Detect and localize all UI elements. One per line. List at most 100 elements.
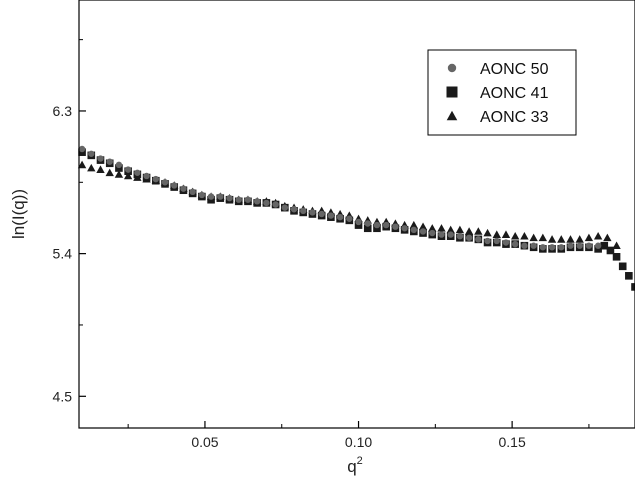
data-point — [124, 166, 132, 173]
data-point — [134, 169, 141, 176]
data-point — [392, 223, 399, 230]
data-point — [603, 233, 612, 242]
data-point — [336, 213, 344, 221]
data-point — [355, 218, 362, 226]
data-point — [281, 204, 289, 211]
data-point — [593, 232, 603, 240]
data-point — [401, 225, 408, 232]
data-point — [511, 240, 519, 248]
legend-marker-circle — [447, 63, 457, 73]
data-point — [77, 160, 87, 169]
data-point — [114, 170, 124, 178]
series-triangle-points — [77, 160, 621, 250]
data-point — [474, 227, 483, 235]
data-point — [456, 232, 464, 240]
data-point — [428, 224, 437, 232]
data-point — [217, 193, 224, 200]
data-point — [87, 163, 96, 172]
data-point — [529, 233, 538, 242]
data-point — [180, 185, 187, 192]
data-point — [309, 209, 316, 216]
data-point — [244, 196, 252, 203]
data-point — [566, 235, 575, 243]
data-point — [455, 225, 465, 234]
data-point — [447, 231, 454, 238]
y-axis-title: ln(I(q)) — [9, 189, 28, 239]
data-point — [419, 228, 427, 235]
data-point — [429, 229, 436, 237]
legend-label: AONC 50 — [480, 61, 549, 78]
data-point — [364, 220, 371, 227]
y-tick-label: 4.5 — [53, 388, 73, 404]
data-point — [97, 155, 104, 162]
data-point — [585, 242, 593, 249]
data-point — [501, 230, 511, 238]
data-point — [253, 198, 261, 205]
data-point — [502, 239, 510, 246]
legend-marker-square — [446, 86, 458, 98]
data-point — [530, 242, 537, 249]
data-point — [171, 182, 178, 189]
data-point — [198, 191, 206, 199]
data-point — [625, 272, 633, 280]
data-point — [618, 262, 627, 271]
data-point — [584, 233, 594, 242]
data-point — [575, 235, 584, 243]
data-point — [493, 237, 500, 245]
data-point — [612, 241, 621, 250]
data-point — [106, 158, 113, 165]
data-point — [373, 221, 381, 229]
data-point — [207, 193, 215, 200]
data-point — [88, 150, 95, 157]
legend: AONC 50 AONC 41 AONC 33 — [427, 49, 577, 136]
data-point — [437, 224, 446, 232]
data-point — [446, 225, 455, 234]
x-axis-title-superscript: 2 — [357, 455, 363, 467]
data-point — [318, 210, 325, 218]
data-point — [96, 165, 105, 173]
data-point — [465, 234, 473, 241]
data-point — [576, 242, 583, 249]
data-point — [235, 196, 242, 203]
data-point — [464, 227, 474, 235]
data-point — [484, 237, 491, 245]
data-point — [567, 242, 574, 249]
data-point — [557, 235, 566, 243]
data-point — [300, 207, 307, 215]
data-point — [521, 242, 528, 249]
data-point — [483, 228, 492, 237]
data-point — [538, 233, 548, 242]
x-axis-ticks: 0.05 0.10 0.15 — [127, 421, 590, 450]
data-point — [547, 235, 557, 243]
series-circle-points — [78, 145, 602, 251]
data-point — [123, 171, 133, 180]
data-point — [382, 221, 390, 229]
data-point — [272, 201, 279, 208]
plot-frame — [78, 0, 635, 429]
legend-label: AONC 33 — [480, 109, 549, 126]
data-point — [631, 283, 635, 291]
data-point — [290, 206, 298, 213]
data-point — [558, 244, 565, 251]
data-point — [418, 222, 428, 231]
data-point — [105, 168, 114, 177]
data-point — [600, 241, 609, 250]
data-point — [612, 253, 621, 261]
data-point — [78, 145, 86, 153]
series-layer — [77, 145, 635, 291]
y-axis-ticks: 4.5 5.4 6.3 — [53, 39, 86, 404]
data-point — [143, 172, 150, 180]
y-tick-label: 5.4 — [53, 246, 73, 262]
x-axis-title-base: q — [347, 457, 356, 476]
data-point — [152, 175, 159, 183]
x-axis-title: q2 — [347, 455, 363, 476]
data-point — [520, 232, 529, 240]
data-point — [346, 215, 353, 222]
data-point — [606, 246, 615, 255]
data-point — [226, 194, 233, 202]
data-point — [161, 179, 169, 186]
y-tick-label: 6.3 — [53, 103, 73, 119]
data-point — [511, 232, 520, 240]
data-point — [327, 212, 335, 219]
data-point — [438, 231, 445, 238]
